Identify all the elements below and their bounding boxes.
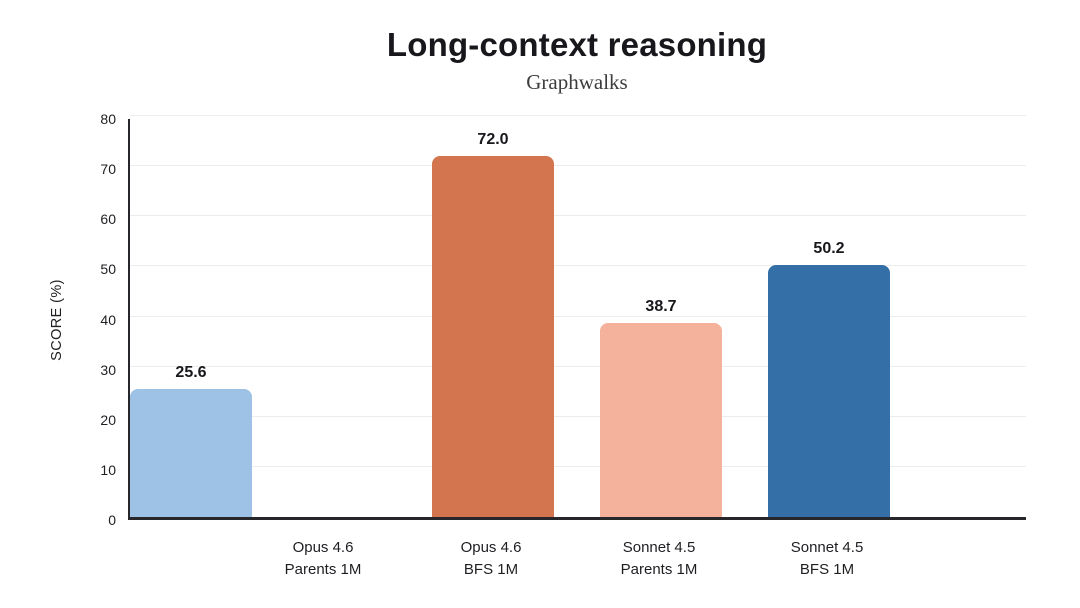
bar-value-label: 72.0 — [477, 131, 509, 148]
x-axis-label-sonnet-4-5-parents-1m: Sonnet 4.5 Parents 1M — [564, 537, 754, 581]
x-label-line2: Parents 1M — [284, 561, 362, 578]
x-label-line2: BFS 1M — [463, 561, 519, 578]
gridline — [130, 165, 1026, 167]
y-tick-label: 80 — [100, 111, 116, 127]
bar-sonnet-4-5-bfs-1m: 25.6 — [130, 364, 252, 517]
x-label-line1: Sonnet 4.5 — [790, 539, 864, 556]
x-axis-label-sonnet-4-5-bfs-1m: Sonnet 4.5 BFS 1M — [732, 537, 922, 581]
gridline — [130, 265, 1026, 267]
y-tick-label: 40 — [100, 311, 116, 328]
y-tick-labels: 0 10 20 30 40 50 60 70 80 — [0, 111, 116, 528]
bar-rect — [432, 156, 554, 517]
y-tick-label: 60 — [100, 211, 116, 228]
gridlines — [130, 115, 1026, 517]
y-tick-label: 0 — [108, 512, 116, 528]
x-label-line1: Sonnet 4.5 — [622, 539, 696, 556]
gridline — [130, 115, 1026, 116]
chart-subtitle: Graphwalks — [526, 70, 628, 94]
bar-rect — [130, 389, 252, 517]
x-label-line1: Opus 4.6 — [292, 539, 354, 556]
x-axis-labels: Opus 4.6 Parents 1M Opus 4.6 BFS 1M Sonn… — [128, 537, 1026, 587]
y-tick-label: 20 — [100, 411, 116, 428]
x-axis-label-opus-4-6-parents-1m: Opus 4.6 Parents 1M — [228, 537, 418, 581]
gridline — [130, 365, 1026, 367]
x-label-line1: Opus 4.6 — [460, 539, 522, 556]
gridline — [130, 315, 1026, 317]
bar-opus-4-6-parents-1m: 72.0 — [432, 131, 554, 517]
plot-area: 72.0 38.7 50.2 25.6 — [128, 115, 1026, 520]
bar-rect — [600, 323, 722, 517]
bar-opus-4-6-bfs-1m: 38.7 — [600, 298, 722, 517]
bar-value-label: 38.7 — [645, 298, 677, 315]
gridline — [130, 415, 1026, 417]
y-tick-label: 30 — [100, 361, 116, 378]
gridline — [130, 465, 1026, 467]
bar-sonnet-4-5-parents-1m: 50.2 — [768, 240, 890, 517]
x-label-line2: Parents 1M — [620, 561, 698, 578]
gridline — [130, 215, 1026, 217]
bar-rect — [768, 265, 890, 517]
bar-value-label: 50.2 — [813, 240, 845, 257]
y-tick-label: 50 — [100, 261, 116, 278]
y-tick-label: 70 — [100, 161, 116, 178]
x-axis-label-opus-4-6-bfs-1m: Opus 4.6 BFS 1M — [396, 537, 586, 581]
x-label-line2: BFS 1M — [799, 561, 855, 578]
chart-title: Long-context reasoning — [386, 26, 768, 63]
y-tick-label: 10 — [100, 461, 116, 478]
bar-value-label: 25.6 — [175, 364, 207, 381]
